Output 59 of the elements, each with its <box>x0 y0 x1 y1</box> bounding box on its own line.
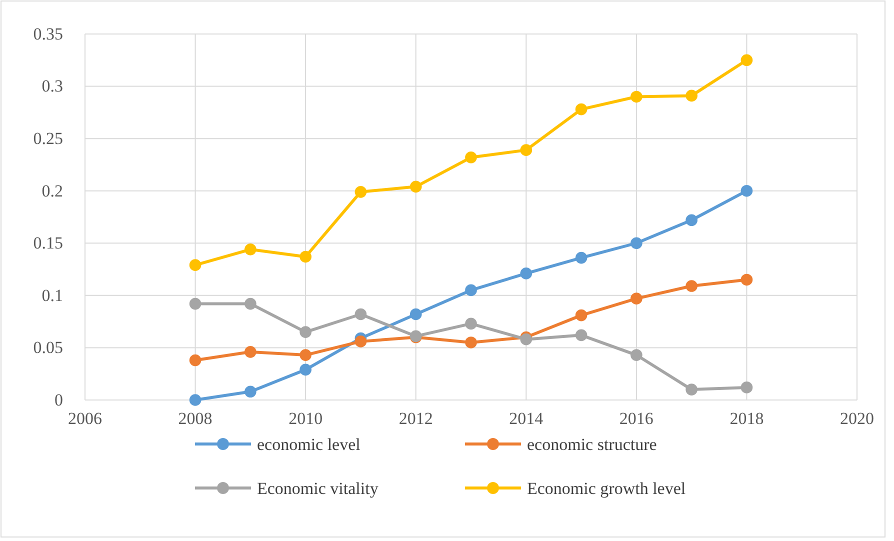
point <box>520 268 532 280</box>
x-tick-label: 2006 <box>68 409 102 428</box>
point <box>189 354 202 366</box>
point <box>686 214 698 226</box>
y-tick-label: 0.15 <box>33 234 63 253</box>
legend-label: economic structure <box>527 435 657 454</box>
point <box>354 336 367 348</box>
point <box>630 292 642 304</box>
y-tick-label: 0.35 <box>33 24 63 44</box>
y-tick-label: 0.1 <box>42 286 63 305</box>
x-tick-label: 2018 <box>730 409 764 428</box>
y-tick-label: 0.3 <box>42 76 63 96</box>
point <box>630 90 642 103</box>
legend-label: Economic vitality <box>257 479 379 498</box>
point <box>244 346 256 358</box>
point <box>686 280 698 292</box>
point <box>410 180 422 193</box>
point <box>575 329 588 342</box>
point <box>354 308 367 320</box>
point <box>300 349 312 361</box>
point <box>410 308 422 320</box>
x-tick-label: 2014 <box>509 409 544 428</box>
y-tick-label: 0.05 <box>33 338 63 358</box>
point <box>300 250 312 263</box>
x-tick-label: 2008 <box>178 409 212 428</box>
point <box>465 151 477 164</box>
point <box>189 298 202 310</box>
point <box>300 364 312 376</box>
point <box>300 326 312 338</box>
x-tick-label: 2016 <box>619 409 654 428</box>
legend-label: economic level <box>257 435 361 454</box>
point <box>740 184 753 197</box>
point <box>244 244 256 256</box>
point <box>189 394 202 406</box>
point <box>244 386 256 398</box>
point <box>354 186 367 198</box>
point <box>740 382 753 394</box>
y-tick-label: 0.25 <box>33 129 63 148</box>
legend-label: Economic growth level <box>527 479 686 498</box>
point <box>465 336 477 348</box>
point <box>575 103 588 116</box>
x-tick-label: 2010 <box>288 409 323 428</box>
point <box>630 237 642 250</box>
point <box>189 259 202 272</box>
point <box>520 144 532 156</box>
point <box>686 90 698 102</box>
x-tick-label: 2012 <box>398 409 433 428</box>
y-tick-label: 0 <box>54 390 63 410</box>
x-tick-label: 2020 <box>840 409 874 428</box>
point <box>575 252 588 264</box>
point <box>630 349 642 361</box>
point <box>465 284 477 296</box>
point <box>465 318 477 330</box>
point <box>740 54 753 66</box>
y-tick-label: 0.2 <box>42 181 63 200</box>
point <box>686 384 698 396</box>
point <box>575 309 588 322</box>
point <box>244 298 256 310</box>
point <box>740 274 753 286</box>
